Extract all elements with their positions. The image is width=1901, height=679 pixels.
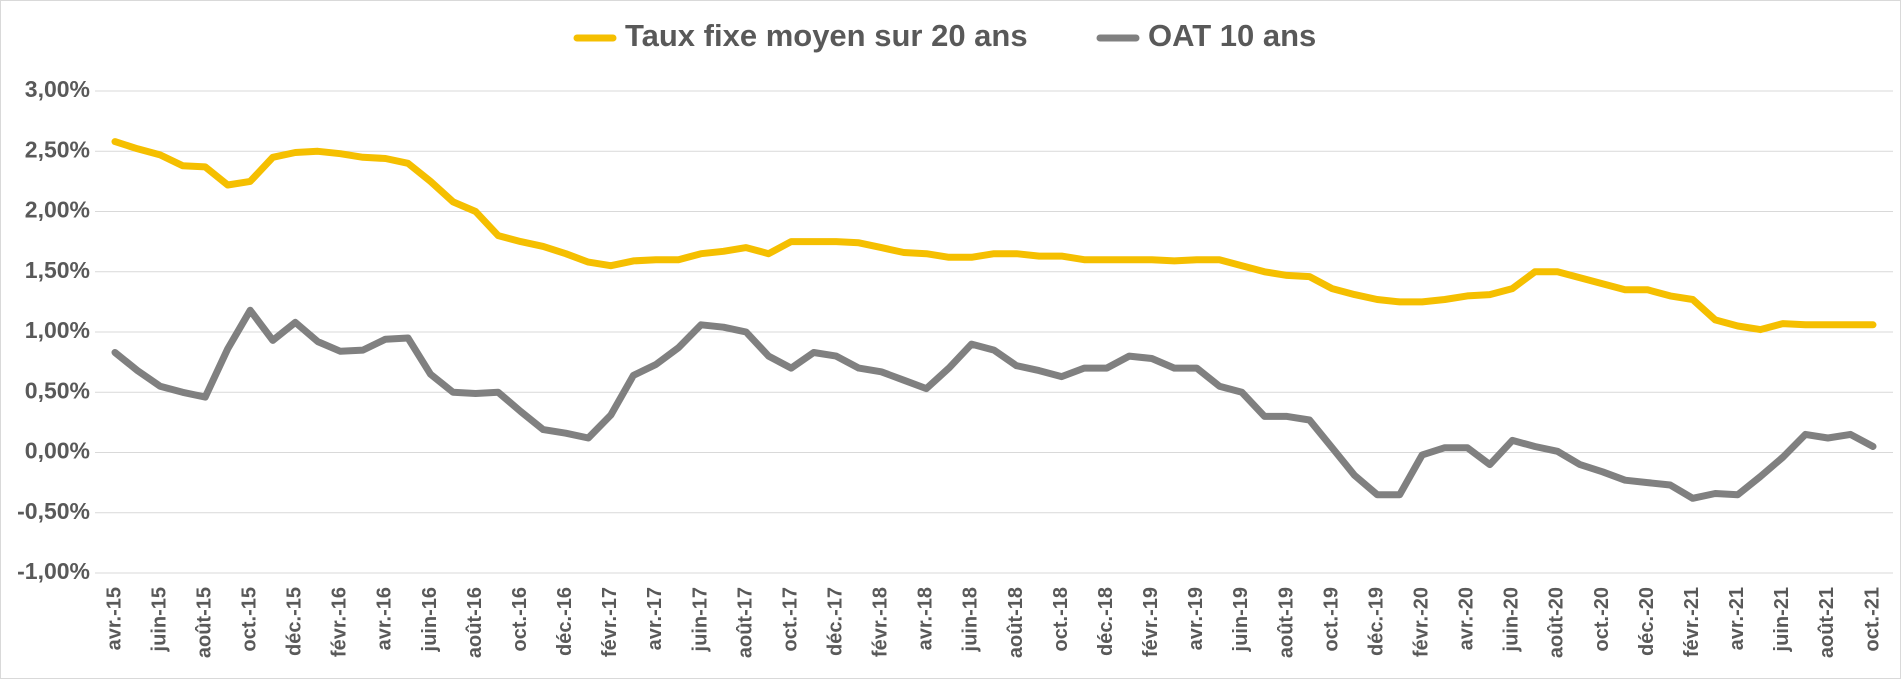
- x-tick-label: août-15: [193, 587, 215, 658]
- x-tick-label: déc.-18: [1095, 587, 1117, 656]
- x-tick-label: août-17: [734, 587, 756, 658]
- x-tick-label: avr.-18: [915, 587, 937, 650]
- y-tick-label: 2,00%: [25, 197, 90, 223]
- x-tick-label: avr.-21: [1726, 587, 1748, 650]
- x-tick-label: oct.-20: [1591, 587, 1613, 651]
- y-tick-label: 1,00%: [25, 317, 90, 343]
- x-tick-label: avr.-20: [1456, 587, 1478, 650]
- x-tick-label: févr.-16: [329, 587, 351, 657]
- x-tick-label: juin-16: [419, 587, 441, 652]
- x-tick-label: oct.-21: [1861, 587, 1883, 651]
- x-tick-label: avr.-19: [1185, 587, 1207, 650]
- x-tick-label: oct.-19: [1320, 587, 1342, 651]
- x-tick-label: déc.-16: [554, 587, 576, 656]
- series-line: [111, 306, 1877, 502]
- x-tick-label: avr.-16: [374, 587, 396, 650]
- x-tick-label: févr.-18: [870, 587, 892, 657]
- x-tick-label: oct.-16: [509, 587, 531, 651]
- x-tick-label: juin-19: [1230, 587, 1252, 652]
- x-tick-label: août-18: [1005, 587, 1027, 658]
- x-tick-label: août-21: [1816, 587, 1838, 658]
- x-tick-label: déc.-20: [1636, 587, 1658, 656]
- y-tick-label: -1,00%: [17, 558, 90, 584]
- x-tick-label: déc.-17: [825, 587, 847, 656]
- x-tick-label: avr.-17: [644, 587, 666, 650]
- x-tick-label: juin-18: [960, 587, 982, 652]
- x-tick-label: juin-15: [148, 587, 170, 652]
- x-tick-label: févr.-19: [1140, 587, 1162, 657]
- x-tick-label: oct.-15: [239, 587, 261, 651]
- x-tick-label: oct.-17: [779, 587, 801, 651]
- x-tick-label: août-16: [464, 587, 486, 658]
- y-tick-label: -0,50%: [17, 498, 90, 524]
- x-tick-label: avr.-15: [103, 587, 125, 650]
- x-tick-label: juin-21: [1771, 587, 1793, 652]
- legend-label: OAT 10 ans: [1148, 18, 1316, 53]
- y-tick-label: 0,00%: [25, 438, 90, 464]
- x-tick-label: août-19: [1275, 587, 1297, 658]
- series-line: [111, 138, 1877, 334]
- y-tick-label: 3,00%: [25, 76, 90, 102]
- x-tick-label: févr.-21: [1681, 587, 1703, 657]
- y-tick-label: 0,50%: [25, 377, 90, 403]
- x-tick-label: déc.-19: [1365, 587, 1387, 656]
- x-tick-label: févr.-17: [599, 587, 621, 657]
- x-tick-label: juin-17: [689, 587, 711, 652]
- y-tick-label: 2,50%: [25, 136, 90, 162]
- legend-label: Taux fixe moyen sur 20 ans: [625, 18, 1028, 53]
- x-tick-label: oct.-18: [1050, 587, 1072, 651]
- x-tick-label: févr.-20: [1411, 587, 1433, 657]
- x-tick-label: août-20: [1546, 587, 1568, 658]
- y-tick-label: 1,50%: [25, 257, 90, 283]
- x-tick-label: juin-20: [1501, 587, 1523, 652]
- x-tick-label: déc.-15: [284, 587, 306, 656]
